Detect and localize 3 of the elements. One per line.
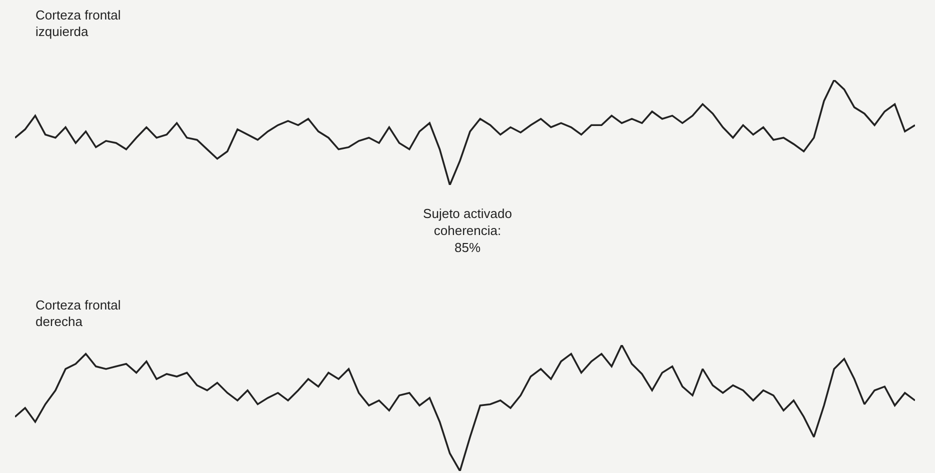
text: Sujeto activado coherencia: 85% <box>422 205 513 256</box>
chart-title: Corteza frontal derecha <box>36 297 121 330</box>
chart-title: Corteza frontal izquierda <box>36 7 121 40</box>
